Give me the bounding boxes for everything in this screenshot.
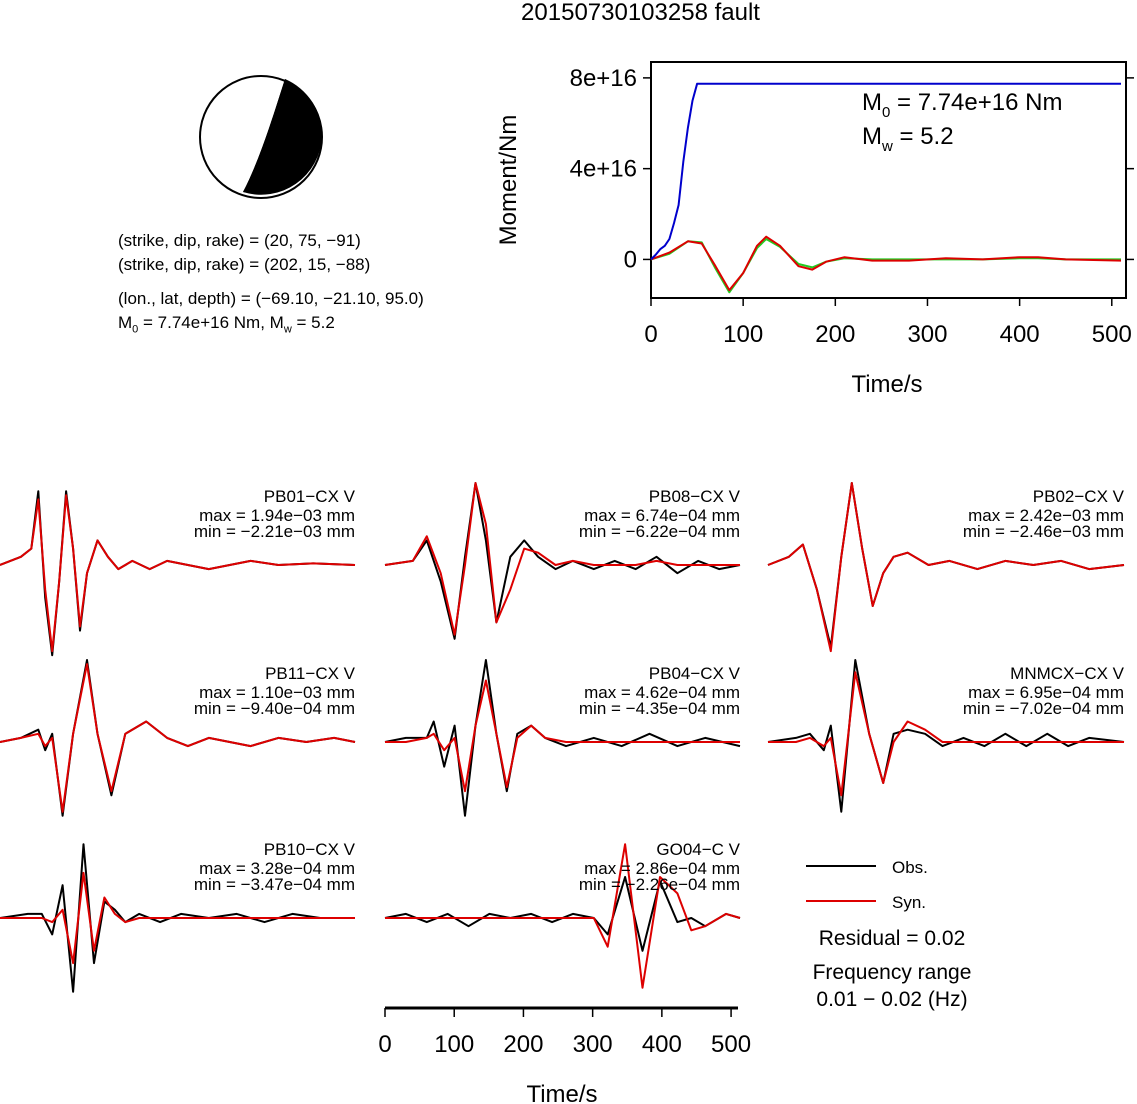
- moment-y-tick-label: 8e+16: [570, 65, 637, 92]
- waveform-x-tick-label: 500: [711, 1031, 751, 1058]
- waveform-x-tick-label: 400: [642, 1031, 682, 1058]
- station-label: PB02−CX V: [1033, 487, 1125, 506]
- legend-obs-label: Obs.: [892, 858, 928, 877]
- synthetic-waveform: [384, 482, 740, 636]
- moment-x-tick-label: 500: [1092, 321, 1132, 348]
- moment-y-tick-label: 0: [624, 246, 637, 273]
- residual-text: Residual = 0.02: [819, 927, 966, 950]
- frequency-range-title: Frequency range: [813, 961, 972, 984]
- min-amplitude-label: min = −3.47e−04 mm: [194, 875, 355, 894]
- moment-y-axis-label: Moment/Nm: [495, 115, 522, 246]
- min-amplitude-label: min = −2.46e−03 mm: [963, 522, 1124, 541]
- moment-x-tick-label: 200: [815, 321, 855, 348]
- moment-x-tick-label: 100: [723, 321, 763, 348]
- station-label: PB04−CX V: [649, 664, 741, 683]
- synthetic-waveform: [0, 663, 356, 813]
- max-amplitude-label: max = 2.86e−04 mm: [584, 859, 740, 878]
- synthetic-waveform: [0, 494, 356, 653]
- observed-waveform: [384, 659, 741, 817]
- moment-mw-annotation: Mw = 5.2: [862, 123, 954, 155]
- synthetic-waveform: [768, 671, 1124, 797]
- source-magnitude: M0 = 7.74e+16 Nm, Mw = 5.2: [118, 313, 335, 339]
- waveform-x-axis-label: Time/s: [526, 1081, 597, 1104]
- waveform-x-tick-label: 200: [503, 1031, 543, 1058]
- moment-x-tick-label: 0: [644, 321, 657, 348]
- station-label: MNMCX−CX V: [1010, 664, 1124, 683]
- nodal-plane-2: (strike, dip, rake) = (202, 15, −88): [118, 255, 371, 274]
- station-label: PB10−CX V: [264, 840, 356, 859]
- m0-subscript: 0: [132, 323, 139, 336]
- min-amplitude-label: min = −2.26e−04 mm: [579, 875, 740, 894]
- min-amplitude-label: min = −2.21e−03 mm: [194, 522, 355, 541]
- mw-subscript: w: [283, 323, 292, 336]
- waveform-x-tick-label: 300: [573, 1031, 613, 1058]
- frequency-range-value: 0.01 − 0.02 (Hz): [816, 988, 967, 1011]
- moment-series-line: [650, 235, 1122, 292]
- max-amplitude-label: max = 1.10e−03 mm: [199, 683, 355, 702]
- min-amplitude-label: min = −4.35e−04 mm: [579, 699, 740, 718]
- beachball-dark-lobe: [243, 79, 323, 195]
- max-amplitude-label: max = 2.42e−03 mm: [968, 506, 1124, 525]
- moment-m0-annotation: M0 = 7.74e+16 Nm: [862, 89, 1062, 121]
- synthetic-waveform: [0, 871, 355, 965]
- station-label: PB01−CX V: [264, 487, 356, 506]
- synthetic-waveform: [767, 482, 1125, 653]
- legend-syn-label: Syn.: [892, 893, 926, 912]
- moment-series-line: [650, 82, 1121, 261]
- station-label: PB11−CX V: [265, 664, 356, 683]
- station-label: GO04−C V: [656, 840, 740, 859]
- m0-symbol: M: [118, 313, 133, 332]
- synthetic-waveform: [385, 843, 741, 989]
- min-amplitude-label: min = −6.22e−04 mm: [579, 522, 740, 541]
- max-amplitude-label: max = 3.28e−04 mm: [199, 859, 355, 878]
- moment-plot-frame: [650, 61, 1127, 299]
- moment-y-tick-label: 4e+16: [570, 156, 637, 183]
- waveform-x-tick-label: 100: [434, 1031, 474, 1058]
- max-amplitude-label: max = 1.94e−03 mm: [199, 506, 355, 525]
- min-amplitude-label: min = −9.40e−04 mm: [194, 699, 355, 718]
- page-title: 20150730103258 fault: [521, 0, 760, 26]
- observed-waveform: [384, 876, 741, 952]
- moment-x-tick-label: 300: [907, 321, 947, 348]
- moment-x-tick-label: 400: [1000, 321, 1040, 348]
- nodal-plane-1: (strike, dip, rake) = (20, 75, −91): [118, 231, 361, 250]
- moment-x-axis-label: Time/s: [851, 371, 922, 398]
- observed-waveform: [384, 482, 741, 640]
- min-amplitude-label: min = −7.02e−04 mm: [963, 699, 1124, 718]
- station-label: PB08−CX V: [649, 487, 741, 506]
- observed-waveform: [0, 843, 355, 993]
- source-location: (lon., lat, depth) = (−69.10, −21.10, 95…: [118, 289, 424, 308]
- max-amplitude-label: max = 4.62e−04 mm: [584, 683, 740, 702]
- mw-value: = 5.2: [291, 313, 335, 332]
- m0-value: = 7.74e+16 Nm, M: [138, 313, 284, 332]
- max-amplitude-label: max = 6.74e−04 mm: [584, 506, 740, 525]
- waveform-x-tick-label: 0: [378, 1031, 391, 1058]
- max-amplitude-label: max = 6.95e−04 mm: [968, 683, 1124, 702]
- synthetic-waveform: [385, 679, 740, 793]
